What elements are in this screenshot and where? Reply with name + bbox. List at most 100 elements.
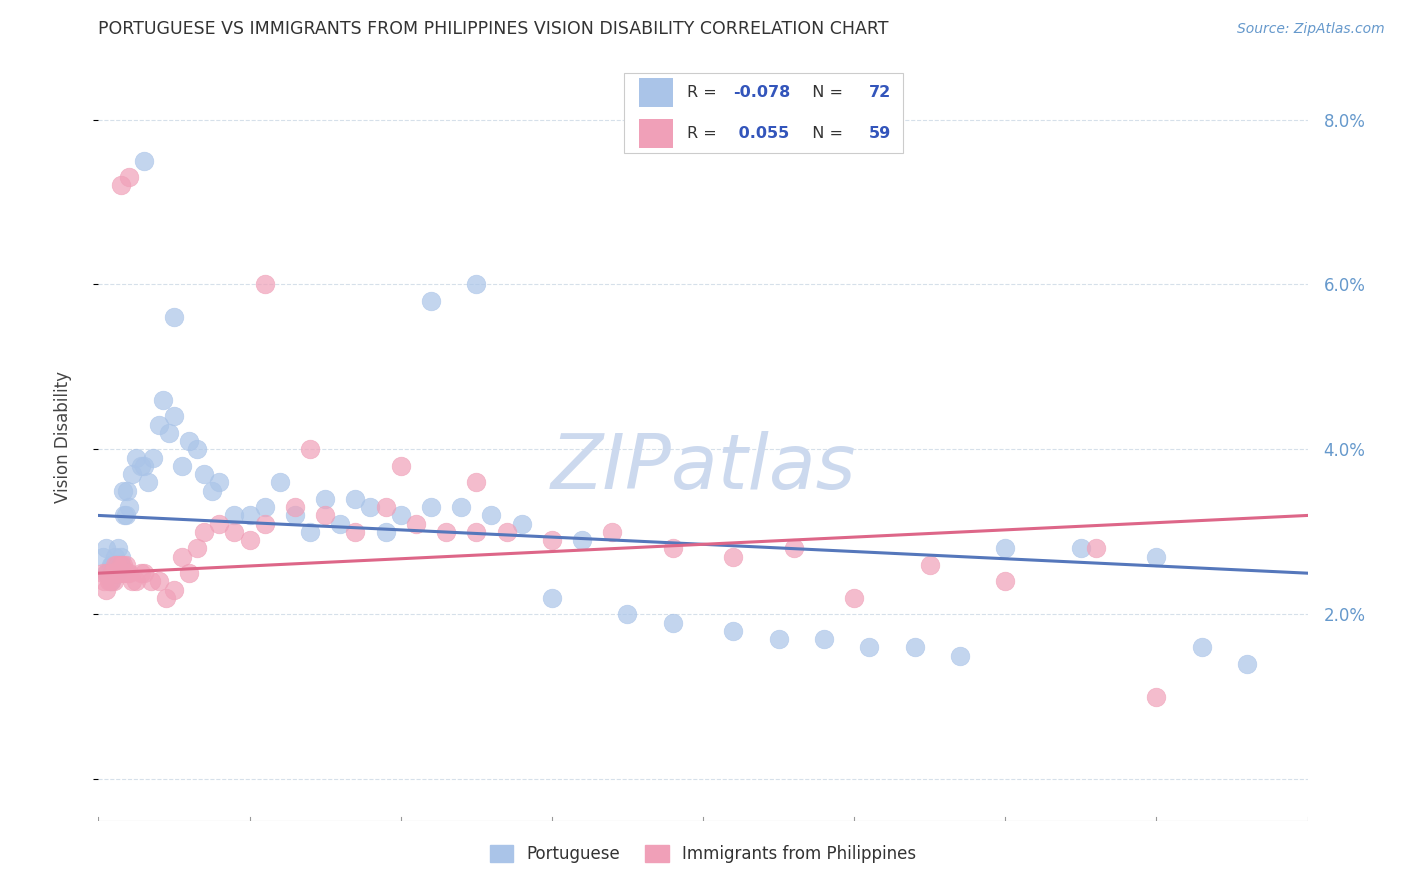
- Point: [661, 541, 683, 556]
- Point: [994, 574, 1017, 589]
- Point: [170, 458, 193, 473]
- Point: [163, 310, 186, 325]
- Point: [465, 475, 488, 490]
- Point: [360, 500, 382, 515]
- Point: [114, 508, 136, 523]
- Point: [284, 500, 307, 515]
- Text: 72: 72: [869, 86, 891, 100]
- Point: [465, 277, 488, 292]
- Point: [93, 574, 115, 589]
- Point: [344, 491, 367, 506]
- Point: [148, 574, 170, 589]
- Point: [105, 558, 128, 572]
- Point: [374, 500, 396, 515]
- Point: [253, 516, 276, 531]
- Point: [105, 566, 128, 581]
- Point: [269, 475, 291, 490]
- Y-axis label: Vision Disability: Vision Disability: [53, 371, 72, 503]
- Point: [224, 508, 246, 523]
- Text: R =: R =: [688, 86, 723, 100]
- Point: [98, 574, 121, 589]
- FancyBboxPatch shape: [624, 73, 903, 153]
- Point: [125, 574, 148, 589]
- FancyBboxPatch shape: [638, 119, 673, 148]
- Point: [100, 574, 122, 589]
- Point: [91, 549, 114, 564]
- Text: R =: R =: [688, 126, 723, 141]
- Point: [132, 566, 155, 581]
- Point: [179, 434, 201, 449]
- Point: [481, 508, 503, 523]
- Point: [420, 500, 443, 515]
- Point: [208, 475, 231, 490]
- Point: [132, 458, 155, 473]
- Point: [118, 500, 141, 515]
- Point: [107, 566, 129, 581]
- Point: [100, 558, 122, 572]
- Point: [329, 516, 352, 531]
- Point: [616, 607, 638, 622]
- Point: [193, 524, 215, 539]
- Point: [155, 591, 177, 605]
- Point: [112, 566, 135, 581]
- Point: [159, 425, 181, 440]
- Point: [142, 450, 165, 465]
- Point: [450, 500, 472, 515]
- Point: [100, 574, 122, 589]
- Point: [284, 508, 307, 523]
- Point: [813, 632, 835, 647]
- Point: [96, 566, 118, 581]
- Point: [132, 153, 155, 168]
- Point: [100, 566, 122, 581]
- Point: [858, 640, 880, 655]
- Point: [1144, 549, 1167, 564]
- Point: [208, 516, 231, 531]
- Point: [101, 558, 124, 572]
- Text: 59: 59: [869, 126, 891, 141]
- Point: [571, 533, 593, 548]
- Point: [107, 558, 129, 572]
- Text: ZIPatlas: ZIPatlas: [550, 431, 856, 505]
- Point: [299, 442, 322, 457]
- Point: [103, 558, 125, 572]
- Point: [224, 524, 246, 539]
- Point: [103, 558, 125, 572]
- Point: [163, 582, 186, 597]
- Point: [1144, 690, 1167, 704]
- Point: [495, 524, 517, 539]
- Point: [129, 566, 152, 581]
- Point: [420, 293, 443, 308]
- Point: [299, 524, 322, 539]
- Point: [510, 516, 533, 531]
- Point: [115, 483, 138, 498]
- Point: [101, 566, 124, 581]
- Point: [104, 549, 127, 564]
- Point: [118, 566, 141, 581]
- Point: [994, 541, 1017, 556]
- Point: [949, 648, 972, 663]
- Point: [314, 491, 336, 506]
- Point: [1070, 541, 1092, 556]
- Legend: Portuguese, Immigrants from Philippines: Portuguese, Immigrants from Philippines: [484, 838, 922, 870]
- Point: [110, 549, 132, 564]
- Point: [170, 549, 193, 564]
- Text: N =: N =: [803, 126, 848, 141]
- Text: N =: N =: [803, 86, 848, 100]
- Point: [661, 615, 683, 630]
- Point: [121, 467, 143, 482]
- Text: PORTUGUESE VS IMMIGRANTS FROM PHILIPPINES VISION DISABILITY CORRELATION CHART: PORTUGUESE VS IMMIGRANTS FROM PHILIPPINE…: [98, 21, 889, 38]
- Point: [723, 624, 745, 638]
- Point: [94, 541, 117, 556]
- Point: [918, 558, 941, 572]
- Point: [768, 632, 790, 647]
- Point: [844, 591, 866, 605]
- Point: [434, 524, 457, 539]
- Point: [152, 392, 174, 407]
- Point: [540, 591, 562, 605]
- Point: [163, 409, 186, 424]
- Point: [148, 417, 170, 432]
- Text: 0.055: 0.055: [734, 126, 790, 141]
- Point: [114, 558, 136, 572]
- Point: [111, 558, 134, 572]
- Point: [389, 458, 412, 473]
